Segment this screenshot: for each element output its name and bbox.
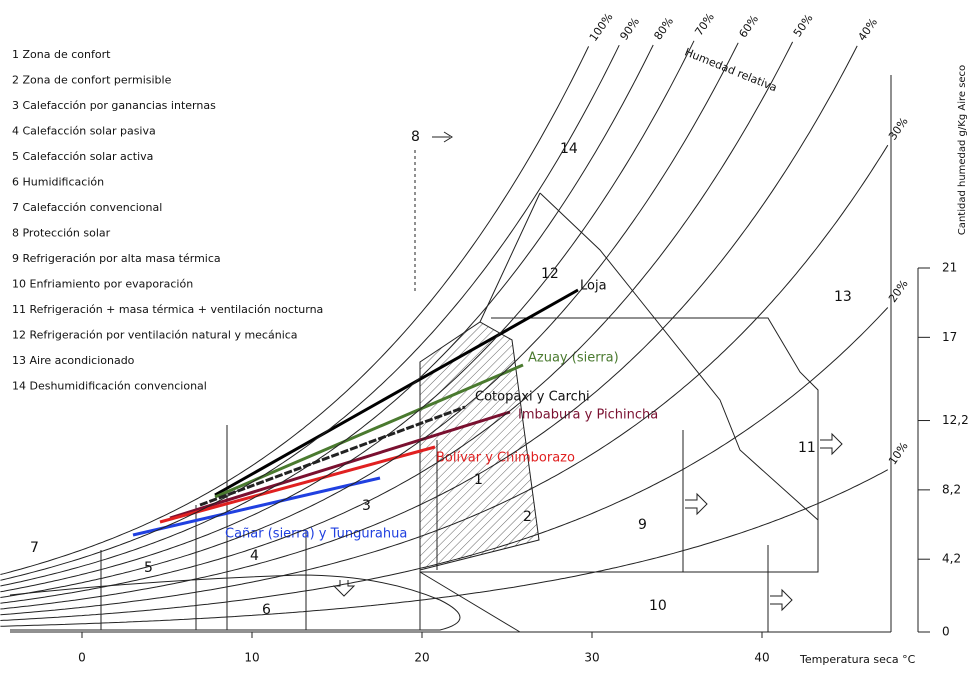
rh-curve: [0, 144, 889, 616]
y-axis-title: Cantidad humedad g/Kg Aire seco: [957, 65, 968, 235]
x-axis-title: Temperatura seca °C: [799, 653, 916, 666]
y-tick-label: 12,2: [942, 413, 969, 427]
y-tick-label: 0: [942, 625, 950, 639]
legend-item: 11 Refrigeración + masa térmica + ventil…: [12, 303, 323, 316]
zone-number: 4: [250, 548, 259, 564]
rh-label: 80%: [651, 15, 676, 42]
legend-item: 6 Humidificación: [12, 176, 104, 189]
legend-item: 13 Aire acondicionado: [12, 354, 135, 367]
legend-item: 9 Refrigeración por alta masa térmica: [12, 252, 221, 265]
y-tick-label: 21: [942, 261, 957, 275]
rh-label: 50%: [791, 12, 816, 39]
region-line: [169, 410, 511, 520]
arrow: [332, 580, 356, 597]
rh-curve: [0, 40, 695, 593]
rh-curve: [0, 469, 889, 627]
x-tick-label: 20: [414, 651, 429, 665]
legend-item: 5 Calefacción solar activa: [12, 150, 153, 163]
zone-number: 11: [798, 440, 816, 456]
rh-label: 10%: [886, 440, 911, 467]
zone-number: 1: [474, 472, 483, 488]
zone-number: 14: [560, 141, 578, 157]
y-tick-label: 8,2: [942, 482, 961, 496]
rh-label: 70%: [692, 11, 717, 38]
zone-number: 3: [362, 498, 371, 514]
zone-numbers: 1 2 3 4 5 6 7 8 9 10 11 12 13 14: [30, 129, 852, 618]
region-label: Loja: [580, 279, 607, 294]
rh-label: 90%: [617, 15, 642, 42]
rh-title: Humedad relativa: [683, 46, 779, 95]
rh-curve: [0, 44, 620, 581]
zone-number: 6: [262, 602, 271, 618]
rh-curve: [0, 42, 739, 598]
arrow: [685, 492, 708, 516]
zone-border: [420, 317, 819, 573]
region-label: Cotopaxi y Carchi: [475, 390, 590, 405]
rh-curve: [0, 45, 858, 610]
region-label: Azuay (sierra): [528, 351, 619, 366]
x-tick-label: 30: [584, 651, 599, 665]
arrow: [432, 131, 453, 143]
region-line: [132, 476, 381, 537]
x-tick-label: 0: [78, 651, 86, 665]
zone-number: 9: [638, 517, 647, 533]
legend-item: 3 Calefacción por ganancias internas: [12, 99, 216, 112]
region-line: [199, 405, 466, 507]
rh-label: 100%: [587, 11, 616, 44]
legend-item: 4 Calefacción solar pasiva: [12, 125, 156, 138]
legend-item: 2 Zona de confort permisible: [12, 74, 172, 87]
legend-item: 1 Zona de confort: [12, 48, 111, 61]
humidification-zone: [9, 574, 461, 631]
zone-number: 10: [649, 598, 667, 614]
zone-number: 2: [523, 509, 532, 525]
x-tick-label: 40: [754, 651, 769, 665]
region-line: [214, 288, 579, 497]
rh-curve: [0, 44, 654, 587]
comfort-zone: [419, 321, 540, 571]
rh-label: 60%: [736, 13, 761, 40]
arrow: [770, 588, 793, 612]
zone-number: 7: [30, 540, 39, 556]
rh-curve: [0, 46, 590, 575]
legend-item: 7 Calefacción convencional: [12, 201, 162, 214]
legend-item: 12 Refrigeración por ventilación natural…: [12, 329, 298, 342]
rh-curve: [0, 41, 794, 604]
y-tick-label: 4,2: [942, 552, 961, 566]
x-tick-label: 10: [244, 651, 259, 665]
legend-item: 10 Enfriamiento por evaporación: [12, 278, 193, 291]
region-line: [159, 445, 436, 524]
rh-label: 40%: [855, 16, 880, 43]
region-label: Cañar (sierra) y Tungurahua: [225, 527, 407, 542]
y-tick-label: 17: [942, 330, 957, 344]
zone-number: 8: [411, 129, 420, 145]
rh-label: 20%: [886, 277, 911, 304]
zone-border: [539, 192, 819, 521]
rh-curve: [0, 307, 889, 621]
region-label: Imbabura y Pichincha: [518, 408, 658, 423]
zone-number: 5: [144, 560, 153, 576]
rh-label: 30%: [886, 115, 911, 142]
legend-item: 8 Protección solar: [12, 227, 111, 240]
legend-item: 14 Deshumidificación convencional: [12, 380, 207, 393]
region-line: [214, 363, 524, 499]
arrow: [820, 432, 843, 456]
zone-number: 13: [834, 289, 852, 305]
zone-border: [419, 571, 521, 633]
zone-border: [479, 192, 541, 323]
